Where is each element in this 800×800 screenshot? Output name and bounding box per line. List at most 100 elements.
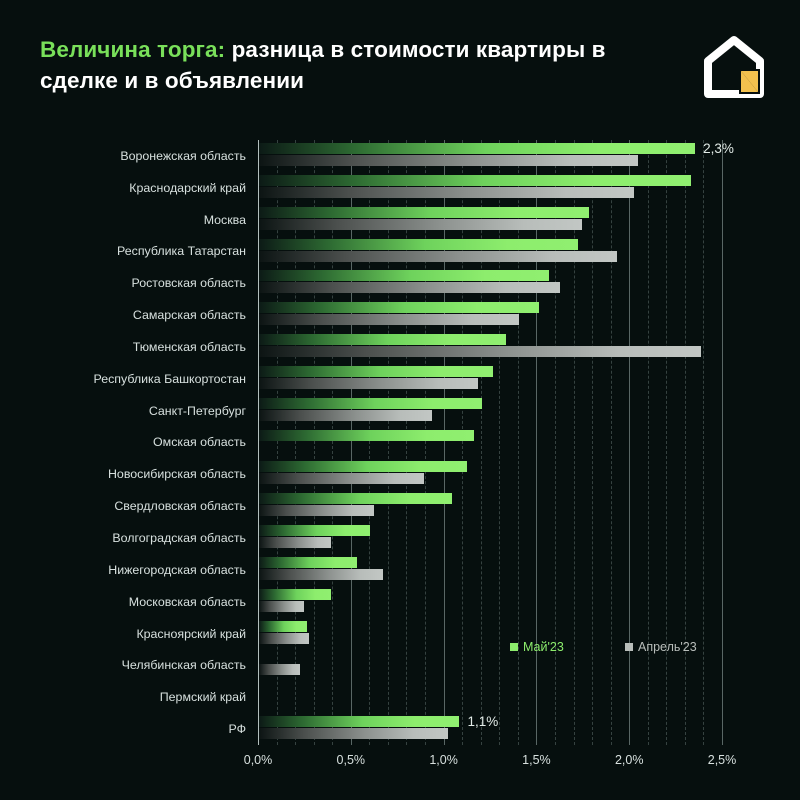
bar-apr [259, 728, 449, 740]
gridline-minor [369, 140, 371, 745]
category-label: Москва [203, 212, 246, 227]
bar-apr [259, 537, 332, 549]
table-row: Республика Татарстан [0, 236, 800, 268]
gridline-minor [554, 140, 556, 745]
gridline-major [350, 140, 352, 745]
table-row: Ростовская область [0, 267, 800, 299]
category-label: Пермский край [159, 690, 246, 705]
gridline-major [629, 140, 631, 745]
table-row: Москва [0, 204, 800, 236]
bar-may [259, 556, 358, 568]
table-row: Нижегородская область [0, 554, 800, 586]
category-label: Нижегородская область [108, 562, 246, 577]
chart-legend: Май'23 Апрель'23 [0, 640, 800, 660]
bar-apr [259, 346, 701, 358]
bar-may [259, 525, 371, 537]
category-label: Ростовская область [131, 276, 247, 291]
page-title: Величина торга: разница в стоимости квар… [40, 34, 660, 96]
gridline-major [536, 140, 538, 745]
bar-apr [259, 218, 582, 230]
bar-apr [259, 186, 634, 198]
bar-may [259, 588, 332, 600]
category-label: Красноярский край [136, 626, 246, 641]
category-label: Московская область [128, 594, 246, 609]
gridline-minor [666, 140, 668, 745]
category-label: Краснодарский край [129, 180, 246, 195]
gridline-minor [406, 140, 408, 745]
gridline-minor [425, 140, 427, 745]
table-row: РФ 1,1% [0, 713, 800, 745]
table-row: Республика Башкортостан [0, 363, 800, 395]
table-row: Самарская область [0, 299, 800, 331]
bar-apr [259, 314, 519, 326]
table-row: Санкт-Петербург [0, 395, 800, 427]
bar-apr [259, 377, 478, 389]
category-label: РФ [228, 722, 246, 737]
category-label: Новосибирская область [107, 467, 246, 482]
x-tick-label: 0,5% [336, 753, 366, 767]
legend-swatch [510, 643, 518, 651]
gridline-minor [313, 140, 315, 745]
bar-apr [259, 505, 375, 517]
bar-apr [259, 568, 384, 580]
gridline-minor [480, 140, 482, 745]
y-axis-line [258, 140, 259, 745]
gridline-minor [276, 140, 278, 745]
bar-may [259, 365, 493, 377]
table-row: Омская область [0, 427, 800, 459]
x-tick-label: 2,0% [614, 753, 644, 767]
table-row: Воронежская область 2,3% [0, 140, 800, 172]
category-label: Воронежская область [120, 148, 246, 163]
table-row: Пермский край [0, 681, 800, 713]
table-row: Свердловская область [0, 490, 800, 522]
bar-may [259, 143, 696, 154]
category-label: Волгоградская область [112, 530, 246, 545]
bar-apr [259, 250, 618, 262]
category-label: Республика Татарстан [117, 244, 246, 259]
legend-item[interactable]: Апрель'23 [625, 640, 697, 654]
bar-may [259, 302, 540, 314]
gridline-minor [462, 140, 464, 745]
title-rest: разница в стоимости квартиры в сделке и … [40, 37, 606, 93]
title-accent: Величина торга: [40, 37, 226, 62]
table-row: Волгоградская область [0, 522, 800, 554]
bar-apr [259, 409, 432, 421]
chart-rows: Воронежская область 2,3% Краснодарский кра… [0, 128, 800, 740]
table-row: Красноярский край [0, 618, 800, 650]
gridline-minor [517, 140, 519, 745]
x-tick-label: 0,0% [243, 753, 273, 767]
bar-chart: Воронежская область 2,3% Краснодарский кра… [0, 128, 800, 800]
bar-may [259, 238, 579, 250]
bar-apr [259, 473, 425, 485]
legend-swatch [625, 643, 633, 651]
bar-may [259, 716, 460, 728]
category-label: Челябинская область [121, 658, 246, 673]
bar-apr [259, 632, 310, 644]
table-row: Московская область [0, 586, 800, 618]
gridline-minor [332, 140, 334, 745]
value-label: 2,3% [703, 141, 734, 156]
gridline-minor [703, 140, 705, 745]
category-label: Свердловская область [114, 499, 246, 514]
gridline-minor [592, 140, 594, 745]
category-label: Самарская область [132, 308, 246, 323]
bar-apr [259, 282, 560, 294]
gridline-minor [499, 140, 501, 745]
gridline-minor [573, 140, 575, 745]
bar-may [259, 397, 482, 409]
bar-may [259, 461, 467, 473]
gridline-minor [610, 140, 612, 745]
table-row: Новосибирская область [0, 458, 800, 490]
table-row: Краснодарский край [0, 172, 800, 204]
table-row: Челябинская область [0, 649, 800, 681]
legend-item[interactable]: Май'23 [510, 640, 564, 654]
bar-may [259, 174, 692, 186]
gridline-minor [647, 140, 649, 745]
gridline-major [443, 140, 445, 745]
x-tick-label: 1,5% [522, 753, 551, 767]
table-row: Тюменская область [0, 331, 800, 363]
x-tick-label: 1,0% [429, 753, 458, 767]
bar-apr [259, 664, 300, 676]
bar-may [259, 206, 590, 218]
bar-may [259, 429, 475, 441]
